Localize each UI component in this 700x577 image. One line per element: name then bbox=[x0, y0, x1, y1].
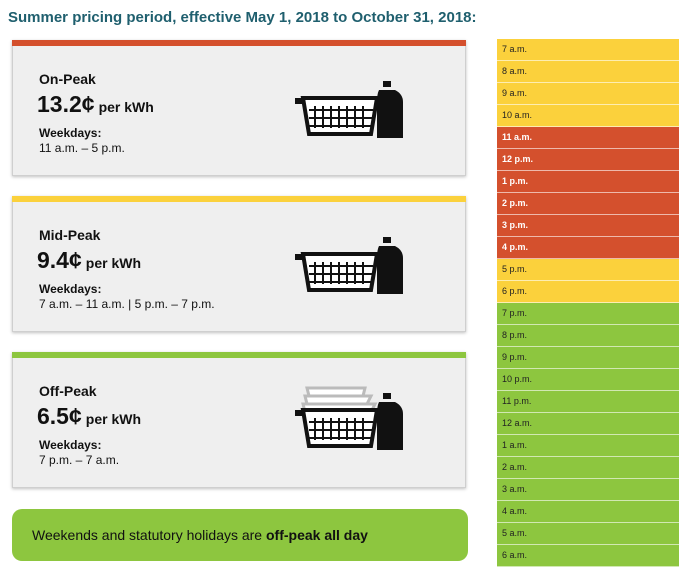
off-peak-price-line: 6.5¢ per kWh bbox=[37, 403, 141, 430]
timeline-slot: 10 p.m. bbox=[497, 369, 679, 391]
timeline-slot: 9 a.m. bbox=[497, 83, 679, 105]
mid-peak-color-bar bbox=[12, 196, 466, 202]
timeline-slot: 9 p.m. bbox=[497, 347, 679, 369]
off-peak-color-bar bbox=[12, 352, 466, 358]
mid-peak-hours: 7 a.m. – 11 a.m. | 5 p.m. – 7 p.m. bbox=[39, 297, 215, 311]
off-peak-unit: per kWh bbox=[85, 411, 141, 427]
timeline-slot: 6 a.m. bbox=[497, 545, 679, 567]
off-peak-card: Off-Peak 6.5¢ per kWh Weekdays: 7 p.m. – … bbox=[12, 352, 466, 488]
timeline-slot: 1 a.m. bbox=[497, 435, 679, 457]
timeline-slot: 11 p.m. bbox=[497, 391, 679, 413]
on-peak-price-line: 13.2¢ per kWh bbox=[37, 91, 154, 118]
timeline-slot: 4 a.m. bbox=[497, 501, 679, 523]
timeline-slot: 8 p.m. bbox=[497, 325, 679, 347]
timeline-slot: 3 a.m. bbox=[497, 479, 679, 501]
timeline-slot: 1 p.m. bbox=[497, 171, 679, 193]
on-peak-color-bar bbox=[12, 40, 466, 46]
timeline-slot: 5 p.m. bbox=[497, 259, 679, 281]
banner-text: Weekends and statutory holidays are bbox=[32, 527, 266, 543]
mid-peak-unit: per kWh bbox=[85, 255, 141, 271]
timeline-slot: 10 a.m. bbox=[497, 105, 679, 127]
off-peak-hours: 7 p.m. – 7 a.m. bbox=[39, 453, 120, 467]
mid-peak-days-label: Weekdays: bbox=[39, 282, 102, 296]
timeline-slot: 12 p.m. bbox=[497, 149, 679, 171]
banner-bold-text: off-peak all day bbox=[266, 527, 368, 543]
off-peak-days-label: Weekdays: bbox=[39, 438, 102, 452]
timeline-slot: 7 a.m. bbox=[497, 39, 679, 61]
mid-peak-price: 9.4¢ bbox=[37, 247, 82, 273]
page-heading: Summer pricing period, effective May 1, … bbox=[8, 9, 477, 26]
timeline-slot: 5 a.m. bbox=[497, 523, 679, 545]
on-peak-hours: 11 a.m. – 5 p.m. bbox=[39, 141, 125, 155]
on-peak-title: On-Peak bbox=[39, 71, 96, 87]
timeline-slot: 12 a.m. bbox=[497, 413, 679, 435]
mid-peak-price-line: 9.4¢ per kWh bbox=[37, 247, 141, 274]
shopping-basket-with-jug-icon bbox=[295, 81, 403, 138]
timeline-slot: 6 p.m. bbox=[497, 281, 679, 303]
off-peak-title: Off-Peak bbox=[39, 383, 97, 399]
on-peak-unit: per kWh bbox=[98, 99, 154, 115]
timeline-slot: 2 a.m. bbox=[497, 457, 679, 479]
timeline-slot: 3 p.m. bbox=[497, 215, 679, 237]
weekend-holiday-banner: Weekends and statutory holidays are off-… bbox=[12, 509, 468, 561]
timeline-slot: 8 a.m. bbox=[497, 61, 679, 83]
off-peak-price: 6.5¢ bbox=[37, 403, 82, 429]
timeline-slot: 2 p.m. bbox=[497, 193, 679, 215]
on-peak-price: 13.2¢ bbox=[37, 91, 95, 117]
shopping-basket-with-jug-icon bbox=[295, 237, 403, 294]
timeline-slot: 11 a.m. bbox=[497, 127, 679, 149]
on-peak-days-label: Weekdays: bbox=[39, 126, 102, 140]
timeline-slot: 4 p.m. bbox=[497, 237, 679, 259]
on-peak-card: On-Peak 13.2¢ per kWh Weekdays: 11 a.m. –… bbox=[12, 40, 466, 176]
mid-peak-card: Mid-Peak 9.4¢ per kWh Weekdays: 7 a.m. – … bbox=[12, 196, 466, 332]
mid-peak-title: Mid-Peak bbox=[39, 227, 101, 243]
hourly-timeline: 7 a.m. 8 a.m. 9 a.m. 10 a.m. 11 a.m. 12 p.m. 1… bbox=[497, 39, 679, 567]
timeline-slot: 7 p.m. bbox=[497, 303, 679, 325]
stacked-baskets-with-jug-icon bbox=[295, 386, 403, 450]
